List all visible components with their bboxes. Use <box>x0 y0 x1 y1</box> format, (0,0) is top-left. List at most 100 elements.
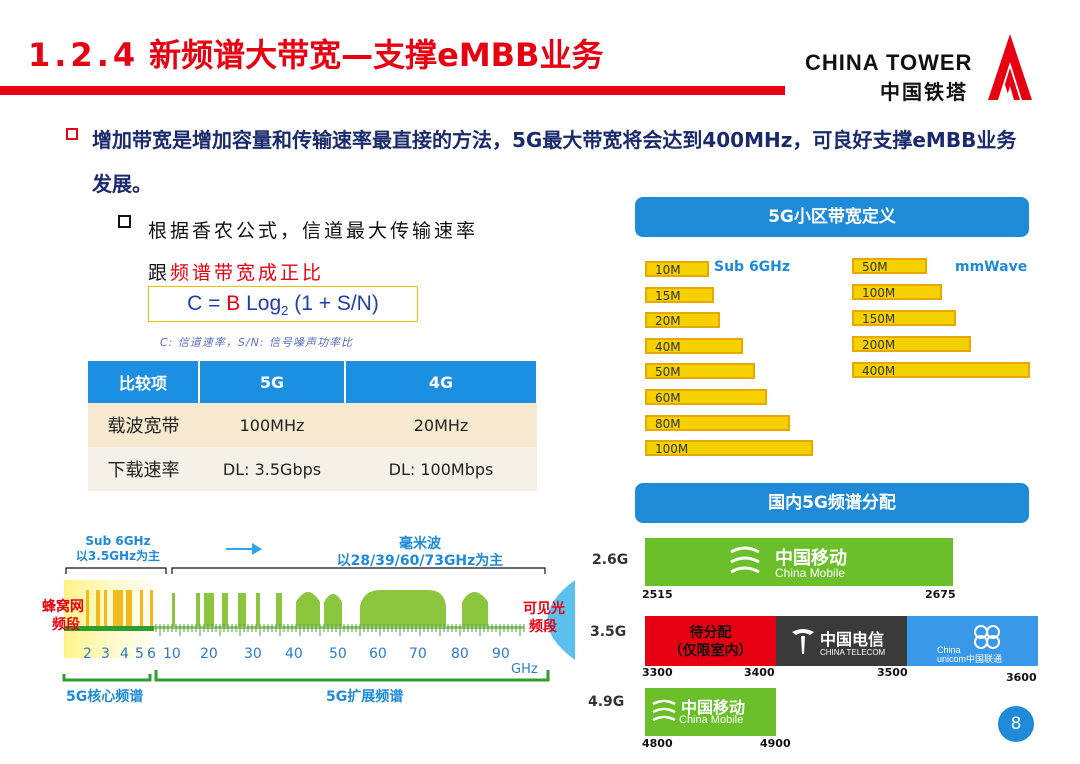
axis-tick-label: 20 <box>200 646 218 662</box>
band-label: 3.5G <box>590 624 627 640</box>
section-number: 1.2.4 <box>28 36 140 74</box>
axis-unit: GHz <box>511 662 538 677</box>
axis-ext <box>154 626 524 629</box>
table-row: 下载速率 DL: 3.5Gbps DL: 100Mbps <box>88 447 537 491</box>
extended-spectrum-label: 5G扩展频谱 <box>326 689 404 705</box>
axis-tick-label: 90 <box>492 646 510 662</box>
freq-tick: 2515 <box>642 588 673 601</box>
shannon-formula: C = B Log2 (1 + S/N) <box>148 286 418 322</box>
china-mobile-logo-icon <box>652 699 676 722</box>
mmwave-bars <box>172 590 488 626</box>
freq-tick: 4800 <box>642 737 673 750</box>
table-cell: 载波宽带 <box>88 403 199 447</box>
freq-tick: 3300 <box>642 666 673 679</box>
axis-tick-label: 2 <box>83 646 92 662</box>
band-label: 2.6G <box>592 552 629 568</box>
china-mobile-en: China Mobile <box>775 566 846 580</box>
cellular-label: 蜂窝网 频段 <box>42 599 84 633</box>
bandwidth-bar: 50M <box>852 258 927 274</box>
bandwidth-bar: 50M <box>645 363 755 380</box>
china-mobile-49g-block: 中国移动 China Mobile <box>645 688 776 736</box>
core-bracket <box>62 674 152 682</box>
comparison-table: 比较项 5G 4G 载波宽带 100MHz 20MHz 下载速率 DL: 3.5… <box>88 361 538 491</box>
sub-bullet-line2: 跟频谱带宽成正比 <box>148 262 325 284</box>
freq-tick: 3500 <box>877 666 908 679</box>
axis-tick-label: 5 <box>135 646 144 662</box>
mmwave-heading: 毫米波 以28/39/60/73GHz为主 <box>336 536 504 569</box>
visible-light-arc <box>547 580 575 660</box>
axis-tick-label: 80 <box>451 646 469 662</box>
china-telecom-name: 中国电信 <box>820 630 885 649</box>
cellular-band <box>64 580 152 658</box>
band-label: 4.9G <box>588 694 625 710</box>
bandwidth-bar: 200M <box>852 336 971 352</box>
table-row: 载波宽带 100MHz 20MHz <box>88 403 537 447</box>
arrow-right-icon <box>226 543 262 555</box>
axis-core <box>64 626 154 631</box>
axis-ticks <box>155 624 525 636</box>
china-telecom-en: CHINA TELECOM <box>820 648 886 657</box>
table-cell: 下载速率 <box>88 447 199 491</box>
china-unicom-logo-icon <box>974 625 1000 649</box>
axis-tick-label: 40 <box>285 646 303 662</box>
bandwidth-bar: 150M <box>852 310 957 326</box>
core-spectrum-label: 5G核心频谱 <box>66 689 144 705</box>
axis-tick-label: 60 <box>369 646 387 662</box>
freq-tick: 4900 <box>760 737 791 750</box>
allocation-panel-title: 国内5G频谱分配 <box>635 483 1029 523</box>
sub-bullet-line1: 根据香农公式，信道最大传输速率 <box>148 220 479 242</box>
page-number: 8 <box>998 706 1034 742</box>
table-header-row: 比较项 5G 4G <box>88 361 538 403</box>
china-mobile-en: China Mobile <box>679 714 744 726</box>
china-telecom-logo-icon <box>792 629 814 654</box>
mmwave-bar-label: mmWave <box>955 259 1028 275</box>
sub-bullet-text: 根据香农公式，信道最大传输速率 跟频谱带宽成正比 <box>148 210 478 294</box>
spectrum-diagram <box>62 543 575 682</box>
table-header-cell: 4G <box>345 361 538 403</box>
axis-tick-label: 70 <box>409 646 427 662</box>
axis-tick-label: 30 <box>244 646 262 662</box>
table-cell: DL: 3.5Gbps <box>199 447 345 491</box>
sub-bullet-marker <box>118 215 131 228</box>
china-telecom-block: 中国电信 CHINA TELECOM <box>776 616 907 666</box>
freq-tick: 3600 <box>1006 671 1037 684</box>
china-tower-logo-icon <box>988 34 1032 100</box>
title-underline <box>0 86 785 95</box>
title-text: 新频谱大带宽—支撑eMBB业务 <box>149 36 604 74</box>
bandwidth-bar: 400M <box>852 362 1030 378</box>
table-header-cell: 比较项 <box>88 361 200 403</box>
table-cell: 100MHz <box>199 403 345 447</box>
axis-tick-label: 10 <box>163 646 181 662</box>
sub-bullet-highlight: 频谱带宽成正比 <box>170 262 325 284</box>
logo-chinese: 中国铁塔 <box>880 80 968 104</box>
main-bullet-marker <box>66 128 78 140</box>
axis-tick-label: 50 <box>329 646 347 662</box>
page-title: 1.2.4 新频谱大带宽—支撑eMBB业务 <box>28 30 603 76</box>
china-unicom-en: China unicom中国联通 <box>937 645 1003 664</box>
bandwidth-bar: 100M <box>852 284 942 300</box>
axis-tick-label: 6 <box>147 646 156 662</box>
sub6-bracket <box>65 567 167 574</box>
china-mobile-26g-block: 中国移动 China Mobile <box>645 538 953 586</box>
logo-english: CHINA TOWER <box>805 50 973 75</box>
table-cell: DL: 100Mbps <box>345 447 537 491</box>
formula-caption: C: 信道速率，S/N: 信号噪声功率比 <box>160 336 354 349</box>
ext-bracket <box>154 670 550 682</box>
china-unicom-block: China unicom中国联通 <box>907 616 1038 666</box>
bandwidth-bar: 10M <box>645 261 709 277</box>
visible-light-label: 可见光 频段 <box>523 601 565 635</box>
sub6-bars <box>86 590 153 626</box>
bandwidth-bar: 60M <box>645 389 767 405</box>
pending-allocation-block: 待分配 （仅限室内） <box>645 616 776 666</box>
bandwidth-panel-title: 5G小区带宽定义 <box>635 197 1029 237</box>
sub6-bar-label: Sub 6GHz <box>714 259 791 275</box>
china-mobile-name: 中国移动 <box>681 698 746 717</box>
bandwidth-bar: 80M <box>645 414 790 431</box>
sub6-heading: Sub 6GHz 以3.5GHz为主 <box>75 534 161 563</box>
freq-tick: 2675 <box>925 588 956 601</box>
axis-tick-label: 3 <box>101 646 110 662</box>
bandwidth-bar: 40M <box>645 337 744 354</box>
bandwidth-bar: 100M <box>645 440 813 457</box>
table-header-cell: 5G <box>199 361 346 403</box>
freq-tick: 3400 <box>744 666 775 679</box>
